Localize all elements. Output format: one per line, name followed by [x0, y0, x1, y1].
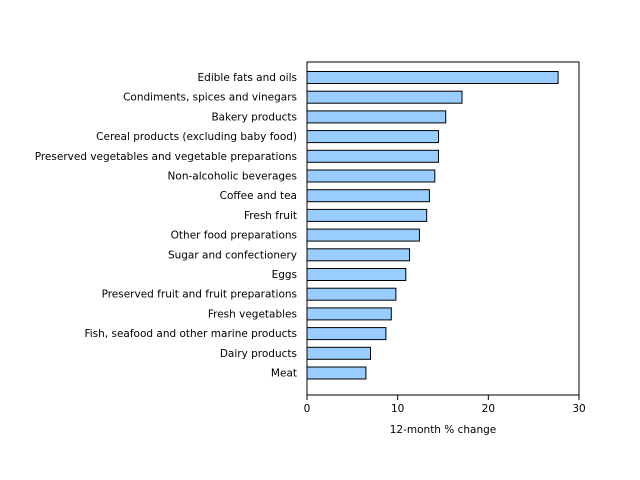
category-label-11: Preserved fruit and fruit preparations — [102, 289, 297, 301]
plot-frame — [306, 61, 580, 396]
category-label-3: Cereal products (excluding baby food) — [96, 131, 297, 143]
category-label-8: Other food preparations — [171, 230, 297, 242]
bar-4 — [306, 149, 439, 163]
category-label-14: Dairy products — [220, 348, 297, 360]
x-tick-label-2: 20 — [482, 403, 495, 415]
bar-15 — [306, 366, 367, 380]
category-label-5: Non-alcoholic beverages — [168, 171, 297, 183]
bar-11 — [306, 287, 397, 301]
x-tick-label-1: 10 — [391, 403, 404, 415]
bars-group — [306, 71, 559, 380]
category-label-6: Coffee and tea — [220, 190, 297, 202]
bar-5 — [306, 169, 436, 183]
bar-12 — [306, 307, 392, 321]
bar-8 — [306, 228, 420, 242]
bar-3 — [306, 130, 439, 144]
bar-2 — [306, 110, 447, 124]
x-tick-label-3: 30 — [572, 403, 585, 415]
category-label-13: Fish, seafood and other marine products — [84, 328, 297, 340]
x-axis-ticks: 0 10 20 30 — [304, 395, 586, 415]
category-label-1: Condiments, spices and vinegars — [123, 92, 297, 104]
category-labels: Edible fats and oils Condiments, spices a… — [35, 72, 297, 380]
category-label-7: Fresh fruit — [244, 210, 297, 222]
x-tick-label-0: 0 — [304, 403, 311, 415]
category-label-12: Fresh vegetables — [208, 308, 297, 320]
bar-7 — [306, 208, 428, 222]
category-label-9: Sugar and confectionery — [168, 249, 297, 261]
category-label-2: Bakery products — [211, 111, 297, 123]
bar-9 — [306, 248, 410, 262]
category-label-10: Eggs — [272, 269, 297, 281]
bar-6 — [306, 189, 430, 203]
x-axis-title: 12-month % change — [390, 424, 497, 436]
bar-1 — [306, 90, 463, 104]
bar-10 — [306, 268, 407, 281]
bar-13 — [306, 327, 387, 341]
bar-14 — [306, 346, 371, 360]
bar-0 — [306, 71, 559, 84]
category-label-4: Preserved vegetables and vegetable prepa… — [35, 151, 297, 163]
category-label-15: Meat — [271, 368, 297, 380]
category-label-0: Edible fats and oils — [198, 72, 297, 84]
